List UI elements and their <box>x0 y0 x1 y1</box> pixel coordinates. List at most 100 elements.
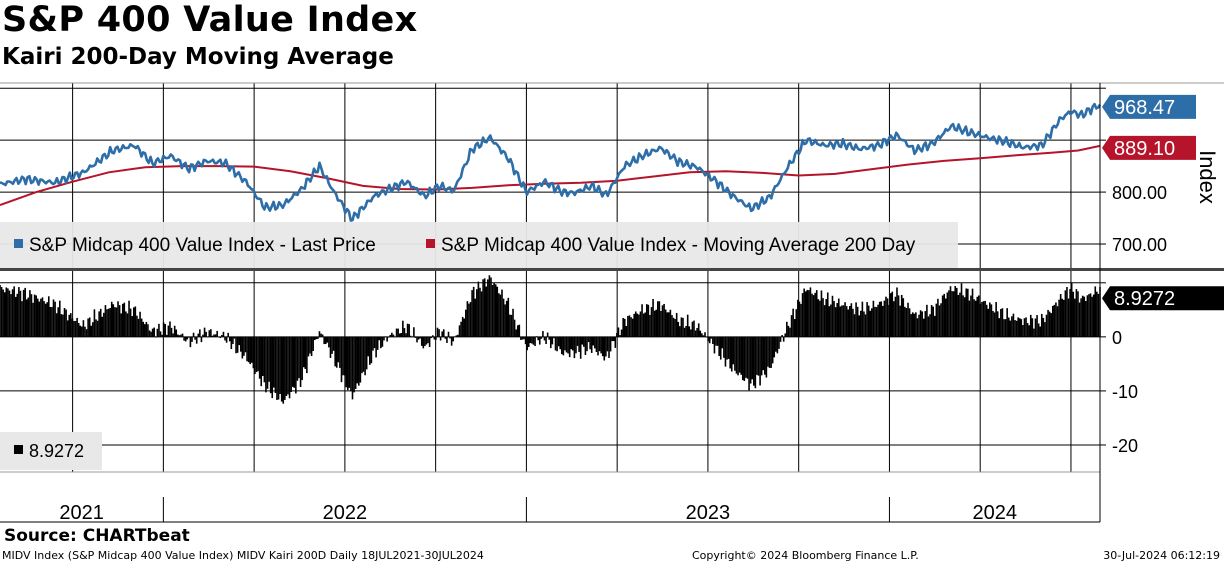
kairi-bar <box>255 336 258 373</box>
kairi-bar <box>946 292 949 337</box>
kairi-bar <box>1014 320 1016 337</box>
kairi-bar <box>743 336 746 381</box>
kairi-bar <box>376 336 379 350</box>
kairi-bar <box>902 298 905 337</box>
kairi-bar <box>468 303 470 337</box>
kairi-bar <box>291 336 294 387</box>
kairi-bar <box>875 307 878 337</box>
kairi-bar <box>614 336 617 348</box>
kairi-bar <box>631 318 634 337</box>
kairi-bar <box>33 294 36 337</box>
kairi-bar <box>58 300 61 337</box>
kairi-bar <box>924 311 927 337</box>
kairi-bar <box>471 290 473 337</box>
kairi-bar <box>109 308 111 337</box>
kairi-bar <box>713 336 716 354</box>
kairi-bar <box>131 316 133 337</box>
kairi-bar <box>922 318 925 337</box>
kairi-bar <box>520 336 522 340</box>
kairi-bar <box>2 289 4 337</box>
kairi-bar <box>674 318 676 337</box>
kairi-bar <box>106 309 108 337</box>
kairi-bar <box>139 311 141 337</box>
kairi-bar <box>589 336 591 350</box>
kairi-bar <box>348 336 351 388</box>
kairi-bar <box>995 302 997 337</box>
kairi-bar <box>515 329 517 337</box>
kairi-bar <box>411 336 414 338</box>
kairi-bar <box>866 302 868 337</box>
kairi-bar <box>452 336 455 342</box>
kairi-bar <box>509 314 511 337</box>
chart-subtitle: Kairi 200-Day Moving Average <box>2 44 394 70</box>
kairi-bar <box>992 310 994 337</box>
kairi-bar <box>880 301 883 337</box>
kairi-bar <box>469 302 472 337</box>
kairi-bar <box>929 314 931 337</box>
kairi-bar <box>460 321 462 337</box>
kairi-bar <box>457 334 459 337</box>
kairi-y-tick-label: 0 <box>1112 328 1122 348</box>
kairi-bar <box>419 336 421 339</box>
kairi-bar <box>154 336 157 338</box>
kairi-bar <box>921 311 923 337</box>
kairi-bar <box>1034 318 1037 337</box>
kairi-bar <box>474 298 477 337</box>
kairi-bar <box>819 300 821 337</box>
kairi-bar <box>943 293 946 337</box>
kairi-bar <box>224 336 226 341</box>
kairi-bar <box>395 328 398 337</box>
kairi-bar <box>246 336 248 362</box>
kairi-bar <box>213 334 215 337</box>
kairi-bar <box>927 316 930 337</box>
kairi-bar <box>505 300 508 337</box>
kairi-bar <box>534 336 536 347</box>
kairi-bar <box>628 315 631 337</box>
kairi-bar <box>63 308 66 337</box>
kairi-bar <box>397 328 399 337</box>
kairi-bar <box>0 287 3 337</box>
kairi-bar <box>839 306 842 337</box>
kairi-bar <box>96 320 99 337</box>
kairi-bar <box>364 336 366 376</box>
kairi-bar <box>29 290 31 337</box>
kairi-bar <box>14 296 17 337</box>
kairi-bar <box>137 318 140 337</box>
kairi-bar <box>771 336 774 364</box>
kairi-bar <box>989 302 991 337</box>
kairi-bar <box>235 336 237 354</box>
kairi-bar <box>147 324 149 337</box>
kairi-bar <box>318 331 321 337</box>
kairi-bar <box>302 336 305 368</box>
kairi-bar <box>579 336 582 359</box>
kairi-bar <box>963 297 966 337</box>
kairi-bar <box>296 336 299 381</box>
kairi-bar <box>729 336 731 369</box>
kairi-bar <box>784 333 787 337</box>
kairi-bar <box>649 314 651 337</box>
kairi-bar <box>845 306 848 337</box>
kairi-bar <box>858 315 861 337</box>
kairi-bar <box>424 336 426 347</box>
kairi-bar <box>737 336 739 376</box>
kairi-bar <box>907 302 909 337</box>
kairi-bar <box>417 336 420 340</box>
kairi-bar <box>51 307 53 337</box>
kairi-bar <box>228 336 231 342</box>
kairi-bar <box>211 335 214 337</box>
kairi-bar <box>1028 325 1030 337</box>
kairi-bar <box>142 321 145 337</box>
kairi-bar <box>427 336 429 344</box>
kairi-bar <box>353 336 355 393</box>
kairi-bar <box>243 336 245 356</box>
kairi-bar <box>688 326 691 337</box>
kairi-bar <box>537 336 539 341</box>
kairi-bar <box>1067 298 1070 337</box>
kairi-bar <box>350 336 352 392</box>
kairi-bar <box>205 331 207 337</box>
kairi-bar <box>1070 282 1073 337</box>
kairi-bar <box>479 287 481 337</box>
kairi-bar <box>915 312 917 337</box>
kairi-bar <box>129 308 132 337</box>
kairi-bar <box>778 336 780 349</box>
